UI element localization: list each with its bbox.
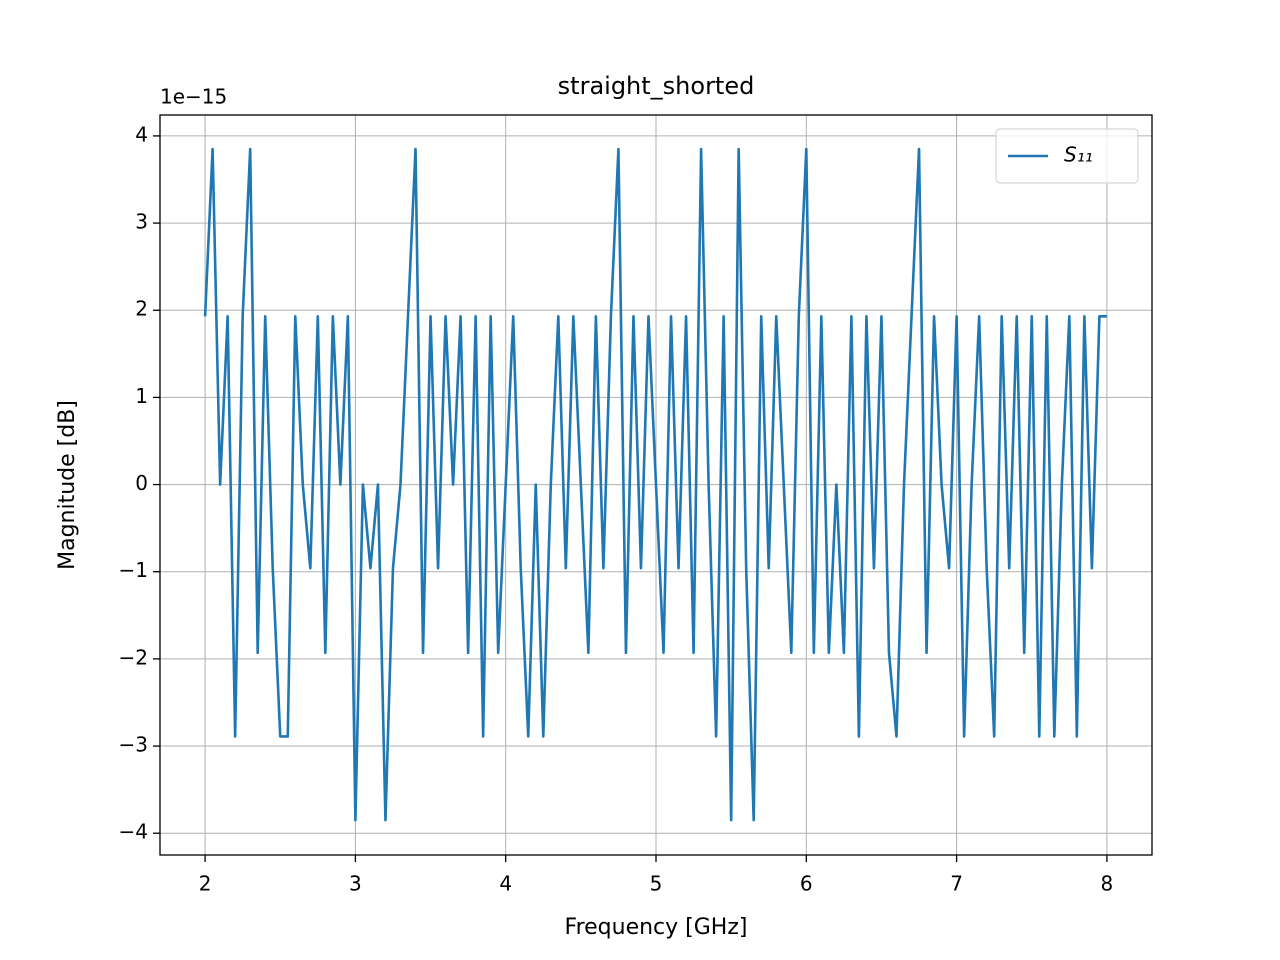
legend-label: S₁₁ <box>1064 143 1093 167</box>
x-tick-label: 3 <box>349 872 362 896</box>
chart-title: straight_shorted <box>558 72 755 100</box>
x-tick-label: 5 <box>650 872 663 896</box>
x-tick-label: 2 <box>199 872 212 896</box>
x-tick-label: 6 <box>800 872 813 896</box>
y-tick-label: −3 <box>119 733 148 757</box>
x-tick-label: 7 <box>950 872 963 896</box>
y-tick-label: 2 <box>135 297 148 321</box>
y-tick-label: −4 <box>119 820 148 844</box>
y-tick-label: 4 <box>135 122 148 146</box>
x-axis-label: Frequency [GHz] <box>565 915 748 940</box>
y-tick-label: −2 <box>119 645 148 669</box>
y-tick-label: 1 <box>135 384 148 408</box>
y-offset-label: 1e−15 <box>160 85 227 109</box>
x-tick-label: 4 <box>499 872 512 896</box>
y-axis-label: Magnitude [dB] <box>55 400 80 570</box>
plot-frame <box>159 114 1153 856</box>
y-tick-label: 0 <box>135 471 148 495</box>
series-line <box>203 147 1107 822</box>
y-tick-label: 3 <box>135 210 148 234</box>
y-tick-label: −1 <box>119 558 148 582</box>
legend-box <box>995 128 1139 184</box>
x-tick-label: 8 <box>1101 872 1114 896</box>
